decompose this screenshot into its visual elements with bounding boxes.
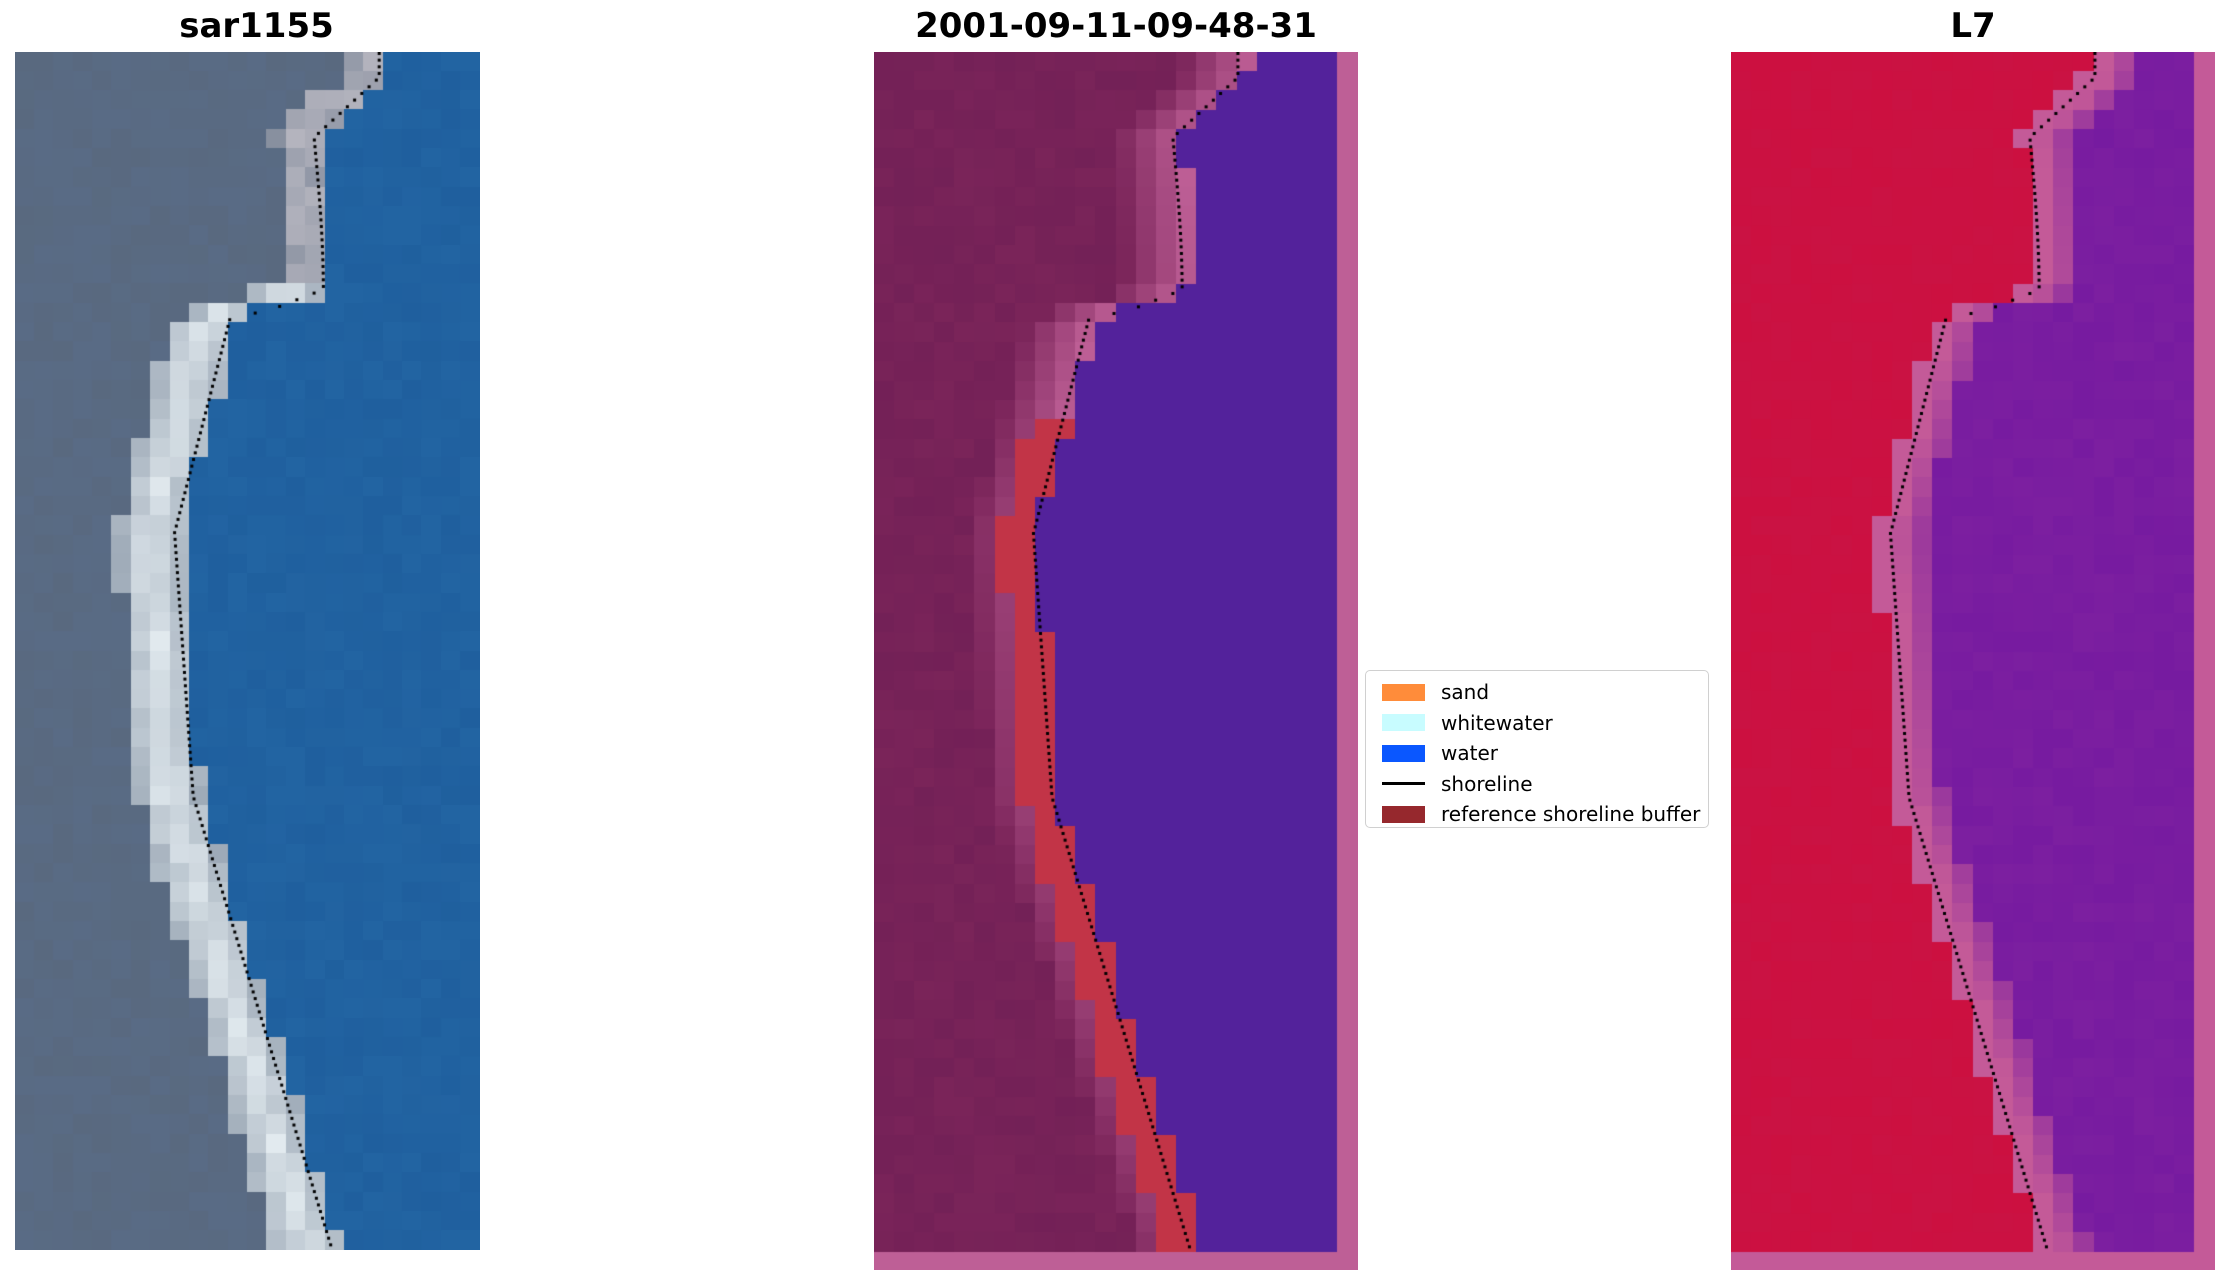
panel-rgb-image [15,52,480,1250]
legend-line-shoreline [1382,782,1425,786]
legend-swatch-water [1382,744,1425,762]
legend-item-shoreline: shoreline [1374,769,1700,800]
legend: sand whitewater water shoreline referenc… [1365,670,1709,828]
classified-image-canvas [874,52,1358,1270]
legend-swatch-sand [1382,683,1425,701]
legend-swatch-reference-buffer [1382,805,1425,823]
legend-label-shoreline: shoreline [1441,771,1533,796]
legend-item-whitewater: whitewater [1374,708,1700,739]
legend-item-sand: sand [1374,677,1700,708]
legend-item-water: water [1374,738,1700,769]
legend-label-water: water [1441,741,1498,766]
panel-title-rgb: sar1155 [179,6,334,46]
legend-label-reference-buffer: reference shoreline buffer [1441,802,1701,827]
legend-item-reference-buffer: reference shoreline buffer [1374,799,1700,830]
panel-mndwi-image [1731,52,2215,1270]
panel-title-mndwi: L7 [1950,6,1996,46]
mndwi-image-canvas [1731,52,2215,1270]
panel-title-classified: 2001-09-11-09-48-31 [915,6,1317,46]
legend-label-sand: sand [1441,680,1490,705]
legend-swatch-whitewater [1382,714,1425,732]
panel-classified-image [874,52,1358,1270]
legend-label-whitewater: whitewater [1441,710,1553,735]
rgb-image-canvas [15,52,480,1250]
